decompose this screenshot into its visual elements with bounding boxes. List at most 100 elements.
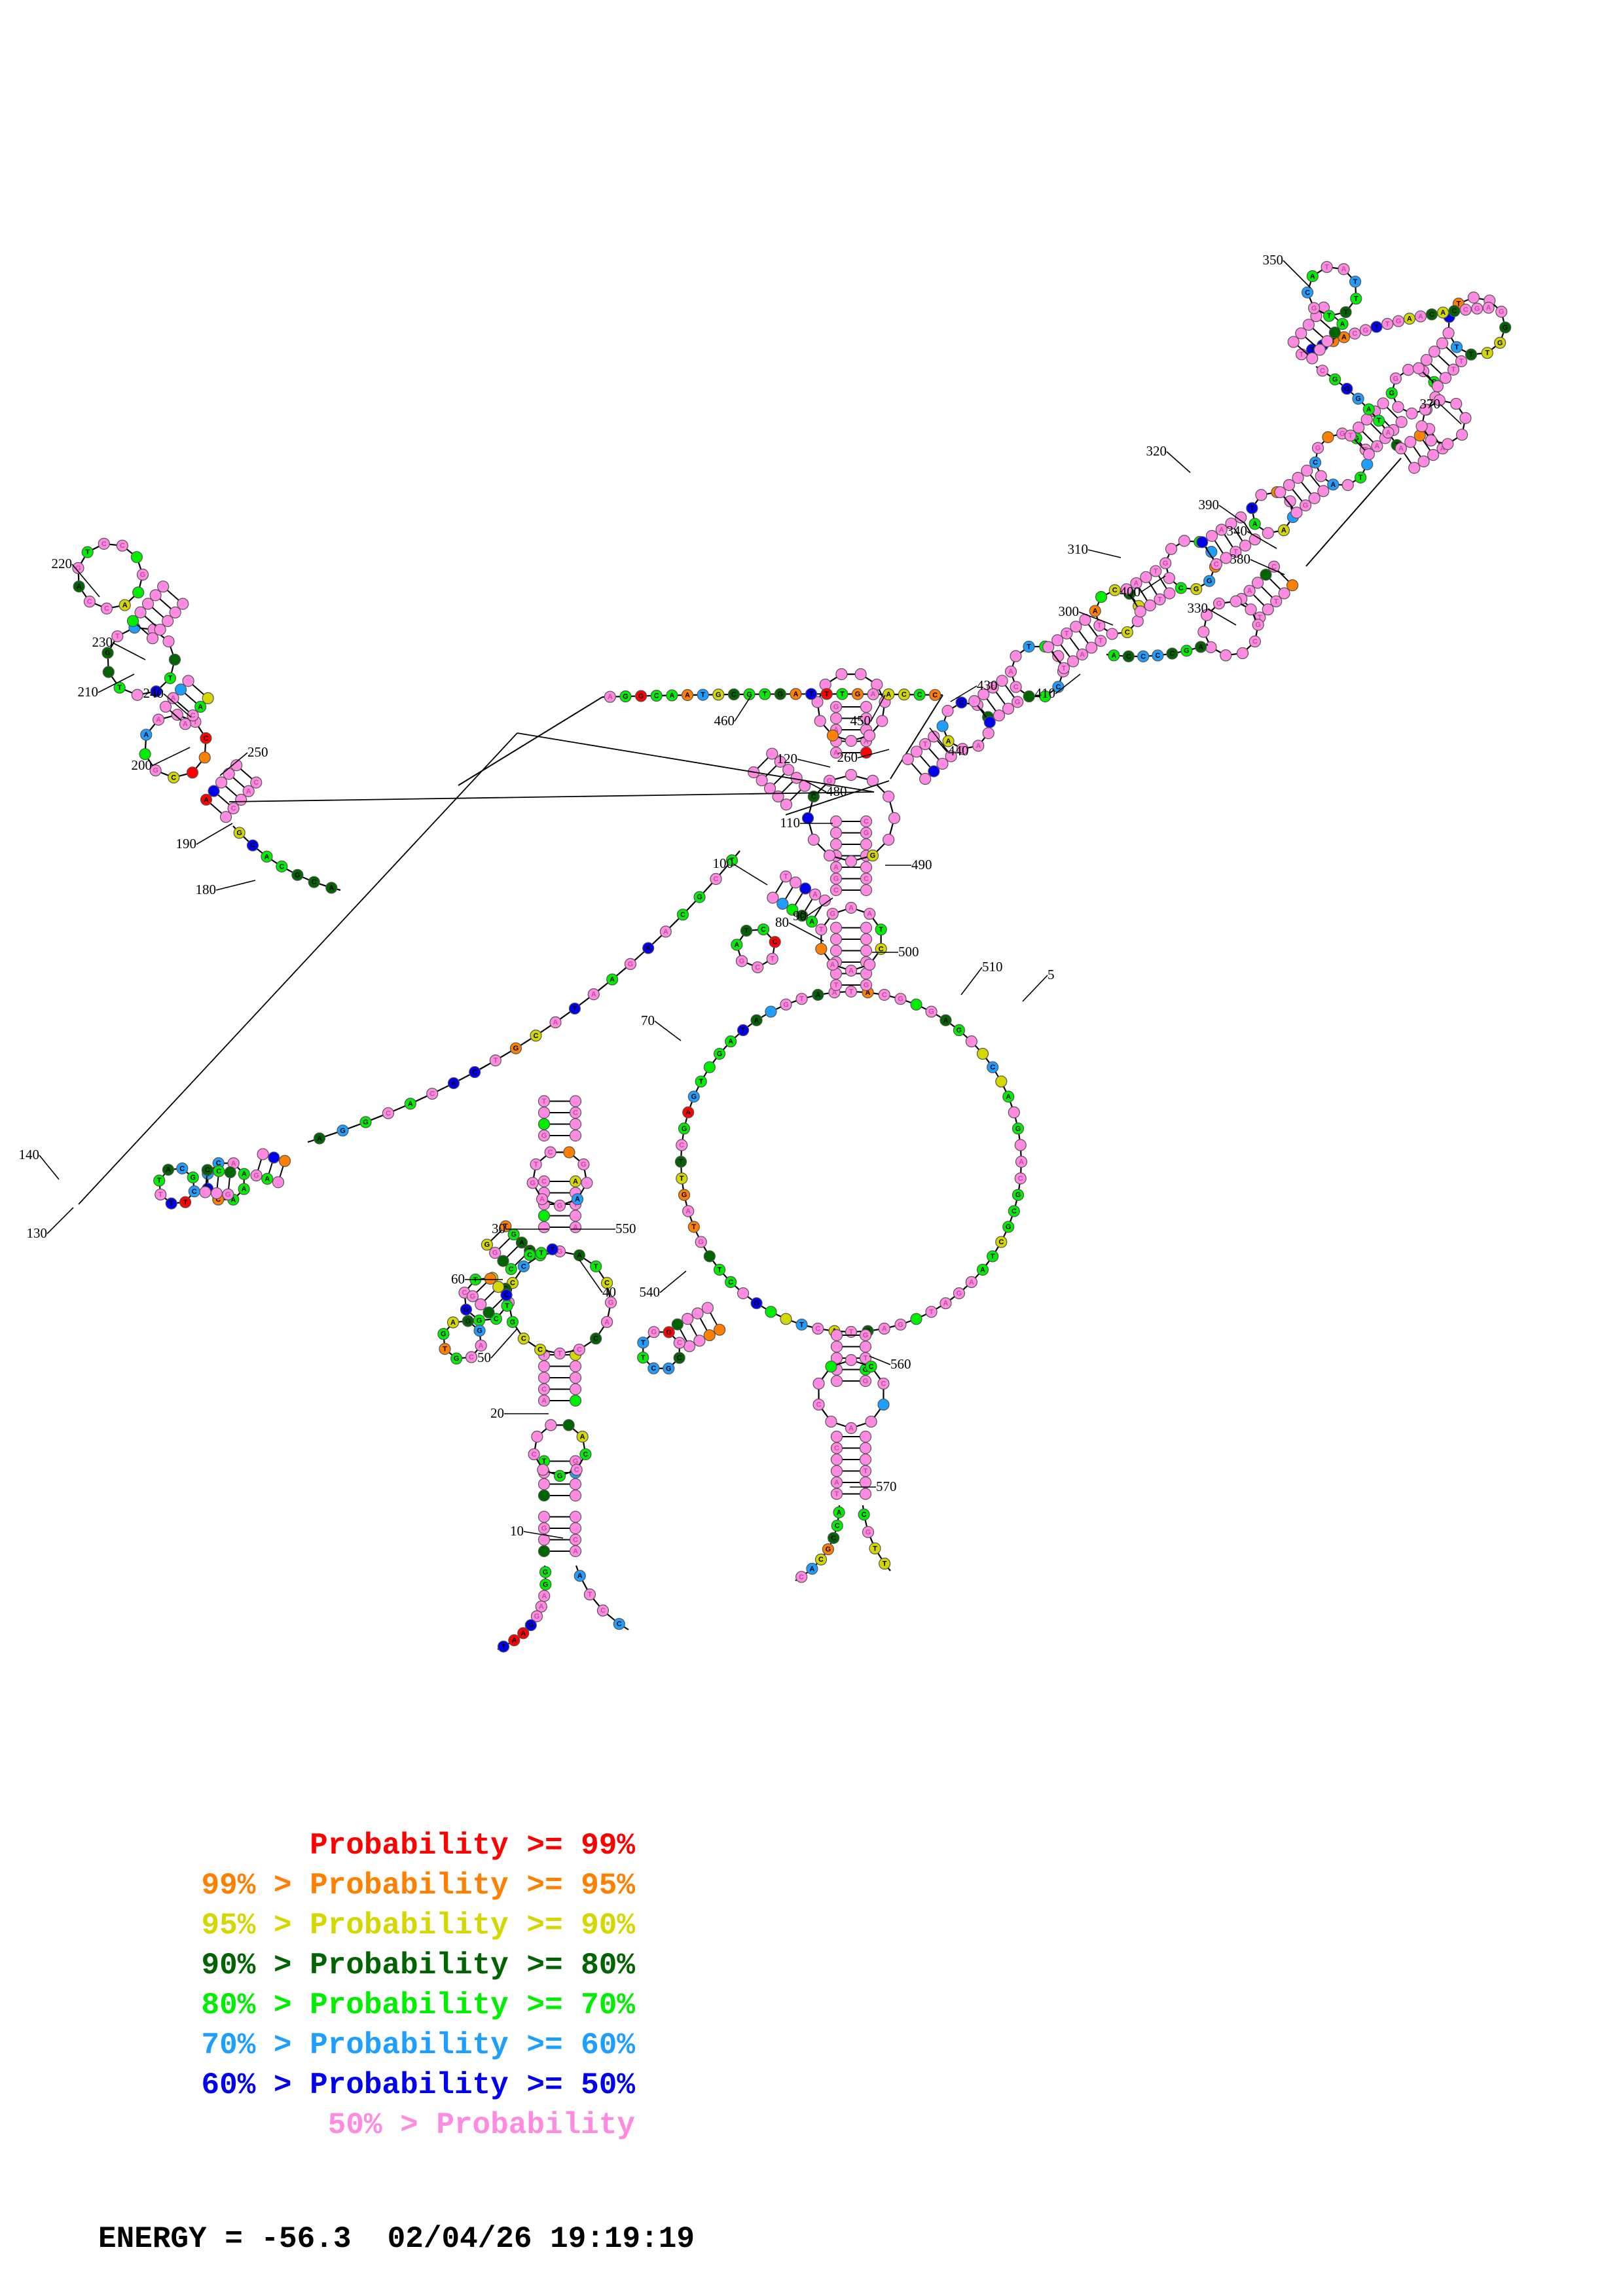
nucleotide-circle (544, 1146, 556, 1158)
nucleotide-circle (569, 1383, 582, 1395)
nucleotide-circle (1166, 647, 1178, 660)
nucleotide-circle (1239, 539, 1252, 552)
nucleotide-circle (799, 882, 812, 895)
nucleotide-circle (825, 1415, 837, 1428)
nucleotide-letter: G (691, 1093, 697, 1101)
nucleotide-circle (1150, 565, 1162, 577)
nucleotide-letter: A (834, 1479, 839, 1487)
nucleotide-letter: A (511, 1637, 517, 1645)
nucleotide-circle (983, 716, 996, 728)
nucleotide-letter: C (120, 542, 125, 550)
nucleotide-circle (1220, 649, 1232, 662)
nucleotide-circle (812, 988, 824, 1001)
structure-geometry: ACGCGTGCACCACTTCCGTCCGGATCGACCATACGAGTCG… (19, 252, 1512, 1653)
nucleotide-circle (860, 884, 873, 897)
position-label: 300 (1059, 603, 1080, 619)
position-label: 140 (19, 1147, 40, 1162)
nucleotide-letter: G (864, 829, 869, 837)
nucleotide-circle (811, 696, 824, 708)
nucleotide-letter: A (812, 891, 818, 899)
nucleotide-circle (671, 1318, 684, 1331)
nucleotide-letter: C (799, 912, 805, 920)
nucleotide-letter: C (541, 1178, 547, 1186)
nucleotide-letter: A (1407, 315, 1412, 323)
nucleotide-circle (676, 908, 689, 921)
nucleotide-circle (769, 936, 781, 948)
nucleotide-circle (860, 815, 873, 828)
nucleotide-circle (1292, 472, 1304, 484)
nucleotide-letter: A (1019, 1158, 1024, 1166)
nucleotide-letter: C (532, 1450, 537, 1458)
nucleotide-circle (673, 1352, 685, 1364)
nucleotide-letter: A (577, 1251, 582, 1259)
nucleotide-letter: C (541, 1386, 547, 1393)
nucleotide-letter: G (477, 1317, 483, 1325)
nucleotide-circle (574, 1570, 586, 1582)
backbone-segment (785, 780, 890, 816)
nucleotide-circle (836, 688, 848, 700)
nucleotide-circle (1070, 620, 1082, 633)
nucleotide-circle (1165, 543, 1178, 555)
nucleotide-circle (590, 1260, 602, 1272)
nucleotide-circle (894, 993, 907, 1005)
position-label: 30 (492, 1221, 505, 1236)
nucleotide-circle (869, 1542, 881, 1554)
nucleotide-letter: T (542, 1458, 547, 1465)
nucleotide-circle (1306, 352, 1319, 365)
nucleotide-letter: T (864, 1467, 868, 1475)
nucleotide-circle (530, 1158, 542, 1171)
nucleotide-circle (814, 1553, 828, 1566)
nucleotide-circle (1260, 568, 1272, 581)
nucleotide-letter: C (1055, 683, 1061, 691)
nucleotide-letter: T (573, 1005, 577, 1013)
nucleotide-circle (757, 923, 770, 936)
nucleotide-letter: C (998, 1238, 1004, 1246)
nucleotide-circle (1134, 605, 1146, 618)
nucleotide-letter: G (454, 1355, 460, 1363)
nucleotide-letter: C (835, 1522, 840, 1530)
nucleotide-circle (807, 790, 820, 803)
nucleotide-circle (246, 839, 259, 852)
nucleotide-circle (141, 598, 155, 610)
nucleotide-circle (976, 1047, 989, 1060)
nucleotide-circle (1415, 420, 1428, 433)
nucleotide-circle (1286, 579, 1299, 592)
nucleotide-letter: C (527, 1251, 532, 1259)
nucleotide-circle (1381, 317, 1394, 330)
backbone-segment (112, 642, 146, 660)
nucleotide-circle (165, 1197, 177, 1210)
nucleotide-circle (1392, 401, 1404, 413)
nucleotide-circle (659, 925, 672, 938)
nucleotide-circle (1349, 327, 1361, 340)
nucleotide-letter: A (832, 989, 837, 997)
nucleotide-circle (1163, 587, 1176, 600)
nucleotide-circle (795, 1318, 808, 1331)
nucleotide-circle (613, 1618, 625, 1630)
nucleotide-circle (845, 985, 858, 998)
nucleotide-circle (666, 689, 678, 702)
nucleotide-circle (695, 1075, 707, 1088)
nucleotide-circle (569, 1371, 582, 1384)
nucleotide-circle (1196, 536, 1209, 548)
nucleotide-circle (807, 833, 820, 846)
nucleotide-circle (1012, 1122, 1025, 1135)
nucleotide-circle (687, 1090, 700, 1103)
nucleotide-letter: T (824, 691, 829, 698)
position-label: 500 (898, 944, 919, 960)
position-label: 320 (1146, 443, 1167, 459)
nucleotide-circle (546, 1243, 558, 1255)
nucleotide-circle (945, 750, 957, 762)
position-label: 10 (510, 1523, 524, 1539)
nucleotide-letter: G (465, 1318, 471, 1325)
nucleotide-circle (1417, 455, 1430, 468)
nucleotide-circle (1190, 583, 1203, 596)
nucleotide-circle (72, 562, 84, 575)
backbone-segment (950, 685, 977, 702)
nucleotide-letter: A (685, 692, 690, 700)
nucleotide-circle (569, 1175, 582, 1188)
nucleotide-letter: T (169, 1200, 173, 1208)
backbone-segment (163, 693, 192, 718)
nucleotide-circle (600, 1277, 613, 1289)
nucleotide-letter: T (539, 1249, 543, 1257)
position-label: 260 (837, 749, 858, 765)
